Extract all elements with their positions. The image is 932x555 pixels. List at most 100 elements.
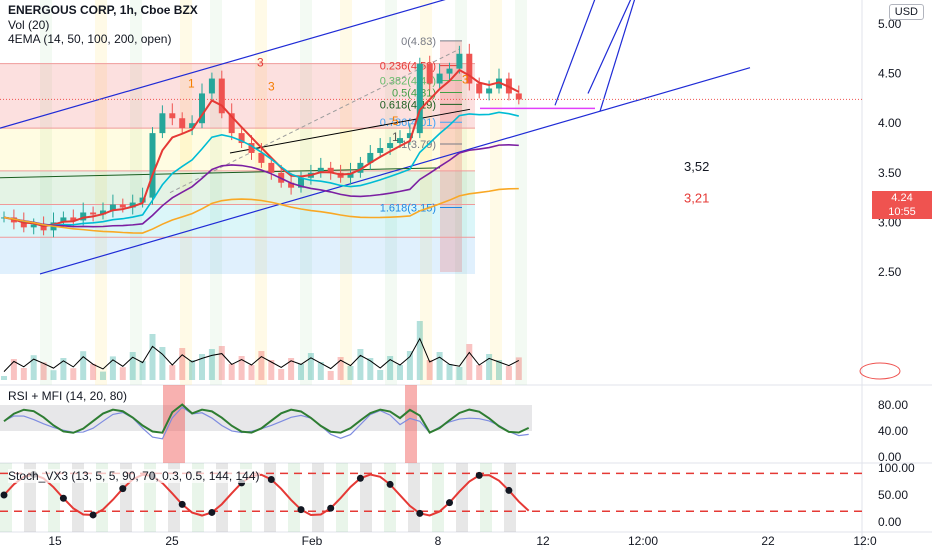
candle-body — [40, 224, 47, 231]
fib-zone-teal — [0, 204, 475, 238]
wave-label: 3 — [257, 56, 264, 70]
volume-bar — [90, 363, 97, 380]
volume-bar — [426, 360, 433, 380]
candle-body — [515, 93, 522, 100]
candle-body — [179, 118, 186, 129]
volume-bar — [268, 360, 275, 380]
volume-bar — [298, 364, 304, 380]
volume-bar — [367, 358, 374, 380]
trend-line-green — [0, 167, 441, 179]
highlight-stripe — [130, 0, 142, 385]
currency-button[interactable]: USD — [888, 4, 924, 20]
rsi-tick-label: 0.00 — [878, 450, 902, 464]
fib-zone-red — [0, 63, 475, 129]
volume-bar — [238, 356, 245, 380]
price-tick-label: 4.00 — [878, 116, 902, 130]
candle-body — [119, 204, 126, 208]
candle-body — [70, 217, 77, 221]
volume-bar — [466, 344, 473, 380]
volume-bar — [377, 370, 384, 380]
wave-label: 3 — [268, 79, 275, 93]
volume-bar — [139, 361, 146, 380]
rsi-alert-zone — [405, 385, 417, 463]
time-tick-label: 12 — [536, 534, 550, 548]
candle-body — [416, 63, 423, 134]
channel-lower-line — [39, 67, 751, 275]
candle-body — [100, 210, 106, 215]
ema14-line — [3, 68, 520, 228]
trend-line-black — [229, 108, 471, 154]
volume-bar — [30, 355, 37, 380]
volume-bar — [397, 365, 403, 380]
candle-body — [397, 138, 403, 144]
volume-bar — [169, 365, 176, 380]
stoch-dot — [297, 506, 305, 514]
price-tick-label: 4.50 — [878, 67, 902, 81]
candle-body — [30, 224, 37, 228]
stoch-dot — [446, 499, 453, 507]
rsi-alert-zone — [163, 385, 185, 463]
candle-body — [288, 182, 295, 188]
candle-body — [436, 73, 443, 84]
stoch-tick-label: 50.00 — [878, 488, 908, 502]
volume-bar — [347, 366, 354, 380]
candle-body — [169, 113, 176, 119]
candle-body — [298, 177, 304, 188]
candle-body — [268, 162, 275, 173]
stoch-shading — [456, 463, 468, 532]
note-target-a: 3,52 — [684, 159, 709, 174]
stoch-dot — [356, 474, 364, 482]
volume-bar — [189, 360, 196, 380]
ema100-line — [3, 144, 519, 228]
stoch-dot — [267, 475, 275, 483]
volume-bar — [416, 321, 423, 380]
note-target-b: 3,21 — [684, 191, 709, 206]
volume-bar — [327, 371, 334, 380]
stoch-tick-label: 0.00 — [878, 515, 902, 529]
highlight-stripe — [255, 0, 267, 385]
candle-body — [456, 53, 463, 69]
fib-label: 1.618(3.15) — [380, 203, 436, 215]
volume-bar — [70, 368, 77, 380]
projection-line — [554, 0, 596, 106]
candle-body — [426, 63, 433, 84]
volume-bar — [60, 358, 67, 380]
wave-label: 1 — [392, 130, 399, 144]
volume-bar — [149, 334, 156, 380]
volume-bar — [505, 366, 512, 380]
volume-bar — [476, 365, 483, 380]
candle-body — [90, 212, 97, 215]
rsi-pane-title[interactable]: RSI + MFI (14, 20, 80) — [8, 389, 128, 403]
volume-legend[interactable]: Vol (20) — [8, 18, 50, 32]
candle-body — [208, 78, 215, 94]
ema-legend[interactable]: 4EMA (14, 50, 100, 200, open) — [8, 32, 172, 46]
time-tick-label: 15 — [48, 534, 62, 548]
candle-body — [406, 133, 413, 139]
volume-bar — [208, 349, 215, 380]
volume-bar — [486, 354, 493, 380]
highlight-stripe — [340, 0, 352, 385]
rsi-tick-label: 80.00 — [878, 398, 908, 412]
stoch-dot — [119, 485, 127, 493]
stoch-dot — [386, 480, 394, 488]
fib-zone-blue — [0, 237, 475, 274]
volume-bar — [80, 351, 87, 380]
candle-body — [387, 143, 394, 148]
candle-body — [80, 212, 87, 221]
highlight-stripe — [490, 0, 502, 385]
volume-bar — [406, 351, 413, 380]
stoch-tick-label: 100.00 — [878, 461, 915, 475]
candle-body — [347, 172, 354, 178]
volume-bar — [179, 348, 186, 380]
countdown-tag: 10:55 — [872, 205, 932, 219]
stoch-dot — [505, 486, 513, 494]
stoch-shading — [288, 463, 300, 532]
wave-label: 5 — [392, 114, 399, 128]
stoch-dot — [327, 504, 335, 512]
candle-body — [486, 88, 493, 94]
alert-ellipse — [859, 362, 901, 380]
candle-body — [189, 123, 196, 129]
stoch-pane-title[interactable]: Stoch_VX3 (13, 5, 5, 90, 70, 0.3, 0.5, 1… — [8, 469, 260, 483]
volume-bar — [307, 353, 314, 380]
